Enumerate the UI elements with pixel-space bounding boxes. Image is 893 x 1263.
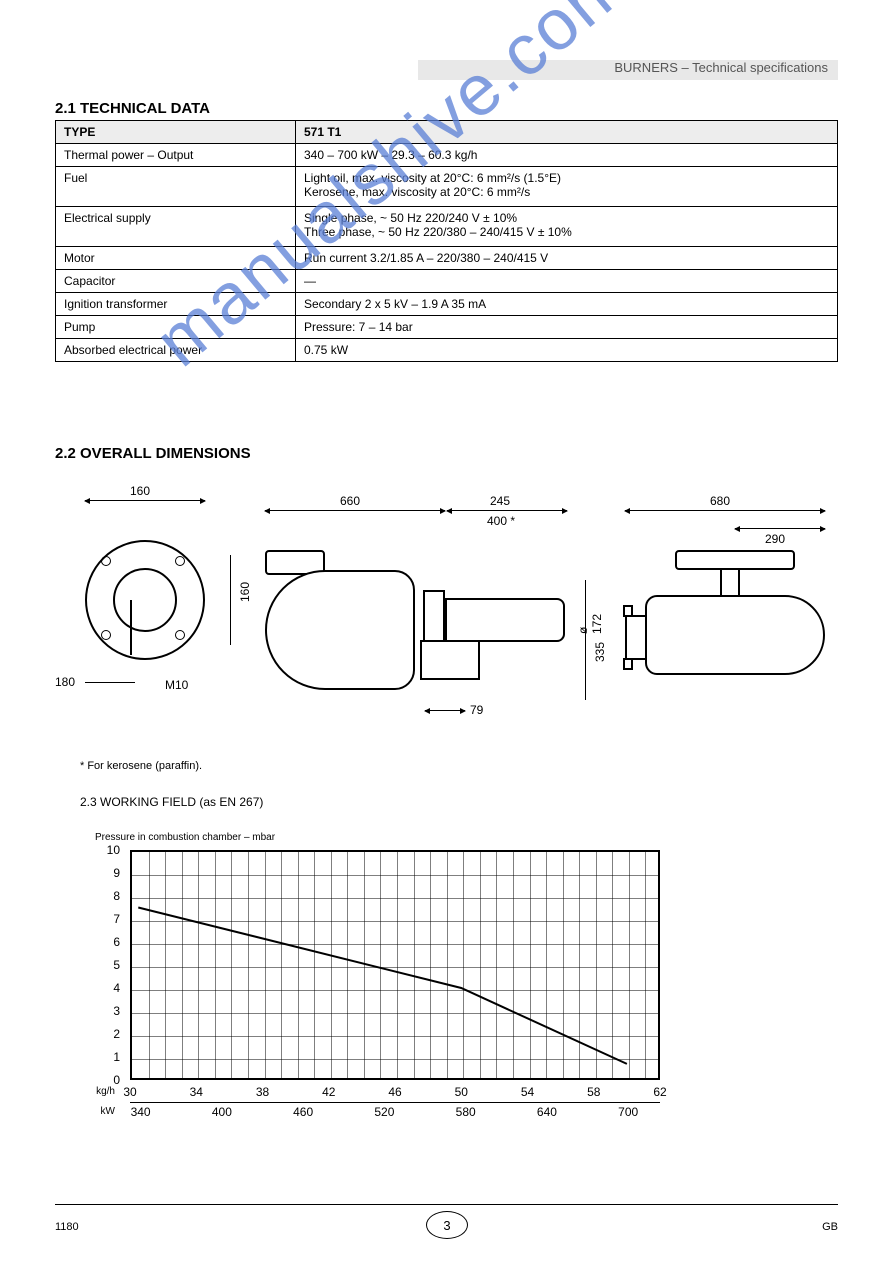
dim-flange-bolt: M10: [165, 678, 188, 692]
x1-tick: 54: [521, 1085, 534, 1099]
x2-tick: 460: [293, 1105, 313, 1119]
plot-area: [130, 850, 660, 1080]
table-row: MotorRun current 3.2/1.85 A – 220/380 – …: [56, 247, 838, 270]
y-tick: 9: [113, 866, 120, 880]
dims-note: * For kerosene (paraffin).: [80, 760, 202, 772]
row-label: Electrical supply: [56, 207, 296, 247]
section-title-tech-data: 2.1 TECHNICAL DATA: [55, 100, 210, 117]
row-label: Capacitor: [56, 270, 296, 293]
table-row: Capacitor—: [56, 270, 838, 293]
dimensional-drawings: 160 160 180 M10 660 245 400 *: [55, 470, 838, 750]
dim-flange-sq: 160: [238, 582, 252, 602]
x1-axis-label: kg/h: [96, 1086, 115, 1097]
row-label: Fuel: [56, 167, 296, 207]
row-value: Single phase, ~ 50 Hz 220/240 V ± 10% Th…: [296, 207, 838, 247]
table-row: Ignition transformerSecondary 2 x 5 kV –…: [56, 293, 838, 316]
row-value: Pressure: 7 – 14 bar: [296, 316, 838, 339]
row-value: 0.75 kW: [296, 339, 838, 362]
x1-tick: 50: [455, 1085, 468, 1099]
table-header-row: TYPE 571 T1: [56, 121, 838, 144]
y-tick: 4: [113, 981, 120, 995]
table-row: Thermal power – Output340 – 700 kW – 29.…: [56, 144, 838, 167]
y-tick: 10: [107, 843, 120, 857]
x1-tick: 62: [653, 1085, 666, 1099]
row-label: Pump: [56, 316, 296, 339]
chart-caption: 2.3 WORKING FIELD (as EN 267): [80, 795, 263, 809]
dim-side-len: 660: [340, 494, 360, 508]
dim-tube-len: 245: [490, 494, 510, 508]
col-header-model: 571 T1: [296, 121, 838, 144]
row-value: —: [296, 270, 838, 293]
y-axis-label: Pressure in combustion chamber – mbar: [95, 832, 275, 843]
y-tick: 5: [113, 958, 120, 972]
row-value: Secondary 2 x 5 kV – 1.9 A 35 mA: [296, 293, 838, 316]
row-value: 340 – 700 kW – 29.3 – 60.3 kg/h: [296, 144, 838, 167]
x2-tick: 400: [212, 1105, 232, 1119]
x1-tick: 34: [190, 1085, 203, 1099]
footer-doc-ref: 1180: [55, 1221, 79, 1233]
x2-axis-rule: [130, 1102, 660, 1103]
table-row: Absorbed electrical power0.75 kW: [56, 339, 838, 362]
row-label: Absorbed electrical power: [56, 339, 296, 362]
working-field-chart: Pressure in combustion chamber – mbar 01…: [105, 850, 660, 1130]
dim-offset: 79: [470, 703, 483, 717]
col-header-type: TYPE: [56, 121, 296, 144]
page-number: 3: [426, 1211, 468, 1239]
y-tick: 8: [113, 889, 120, 903]
spec-table: TYPE 571 T1 Thermal power – Output340 – …: [55, 120, 838, 362]
x1-tick: 58: [587, 1085, 600, 1099]
table-row: FuelLight oil, max. viscosity at 20°C: 6…: [56, 167, 838, 207]
page: BURNERS – Technical specifications 2.1 T…: [0, 0, 893, 1263]
section-title-dims: 2.2 OVERALL DIMENSIONS: [55, 445, 251, 462]
dim-right-len: 680: [710, 494, 730, 508]
row-value: Run current 3.2/1.85 A – 220/380 – 240/4…: [296, 247, 838, 270]
x1-tick: 46: [388, 1085, 401, 1099]
y-tick: 6: [113, 935, 120, 949]
dim-height: 335: [593, 642, 607, 662]
top-view: 680 290: [625, 510, 855, 710]
footer-rule: [55, 1204, 838, 1205]
x2-tick: 580: [456, 1105, 476, 1119]
dim-right-top: 290: [765, 532, 785, 546]
y-tick: 1: [113, 1050, 120, 1064]
footer-code: GB: [822, 1221, 838, 1233]
x1-tick: 42: [322, 1085, 335, 1099]
x2-tick: 340: [131, 1105, 151, 1119]
row-label: Ignition transformer: [56, 293, 296, 316]
side-view: 660 245 400 * ø 172 335 79: [265, 510, 605, 710]
row-value: Light oil, max. viscosity at 20°C: 6 mm²…: [296, 167, 838, 207]
x1-tick: 38: [256, 1085, 269, 1099]
page-number-text: 3: [443, 1218, 450, 1233]
dim-tube-dia: ø 172: [576, 604, 604, 634]
x2-tick: 700: [618, 1105, 638, 1119]
dim-flange-pcd: 160: [130, 484, 150, 498]
y-tick: 3: [113, 1004, 120, 1018]
dim-tube-len-alt: 400 *: [487, 514, 515, 528]
table-row: Electrical supplySingle phase, ~ 50 Hz 2…: [56, 207, 838, 247]
header-section-label: BURNERS – Technical specifications: [614, 60, 828, 75]
y-tick: 0: [113, 1073, 120, 1087]
table-row: PumpPressure: 7 – 14 bar: [56, 316, 838, 339]
x1-tick: 30: [123, 1085, 136, 1099]
row-label: Motor: [56, 247, 296, 270]
dim-flange-od: 180: [55, 675, 75, 689]
y-tick: 2: [113, 1027, 120, 1041]
flange-view: [75, 530, 215, 670]
row-label: Thermal power – Output: [56, 144, 296, 167]
y-tick: 7: [113, 912, 120, 926]
x2-tick: 520: [374, 1105, 394, 1119]
x2-axis-label: kW: [101, 1106, 115, 1117]
x2-tick: 640: [537, 1105, 557, 1119]
